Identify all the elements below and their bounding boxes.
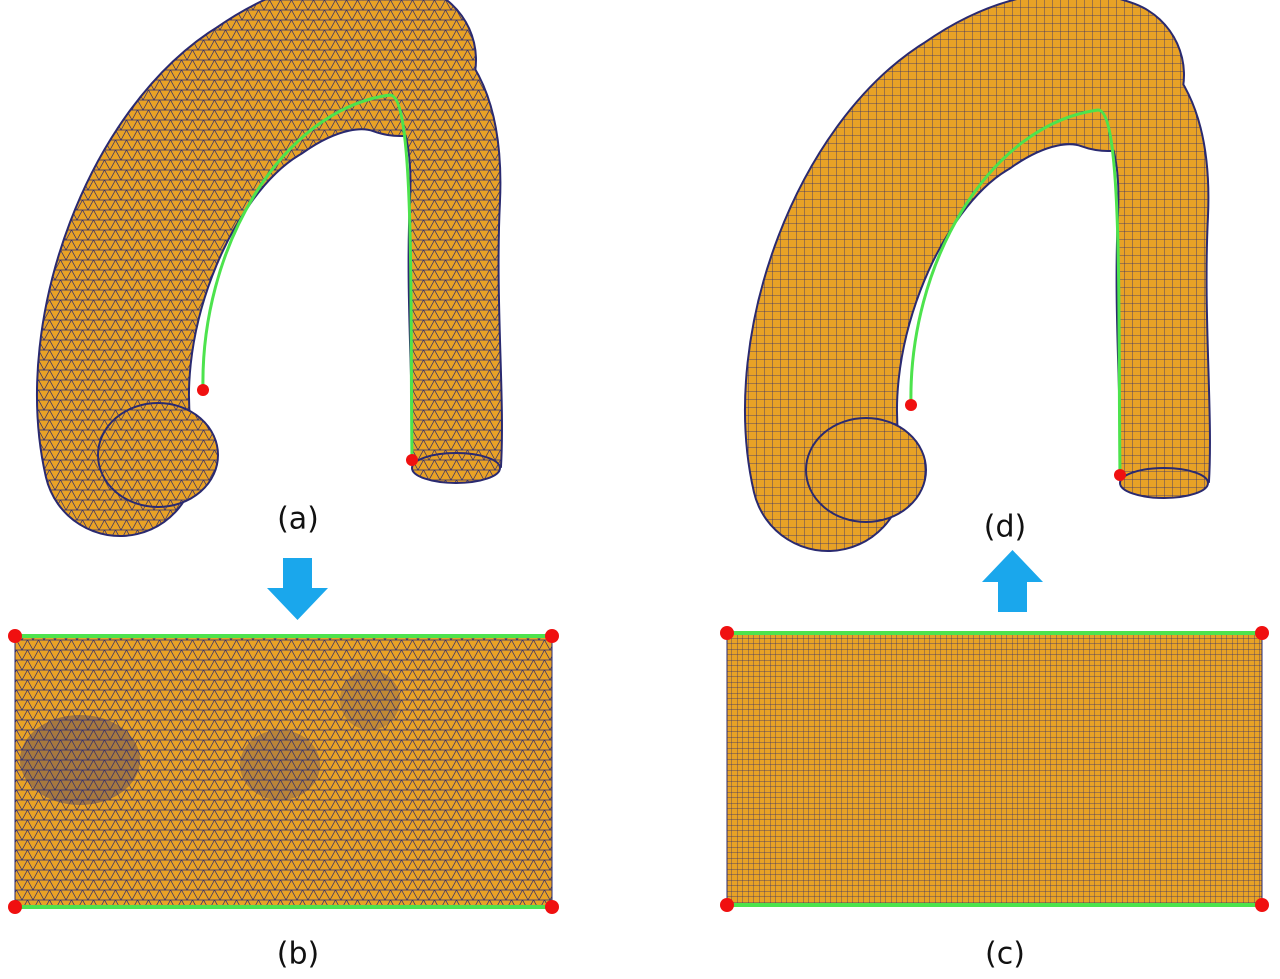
panel-label: (d) xyxy=(984,510,1026,545)
panel-label: (c) xyxy=(985,937,1025,972)
mesh-surface-a xyxy=(98,49,500,507)
arrow-down xyxy=(267,558,328,620)
figure: (a) (b) (c) (d) xyxy=(0,0,1280,979)
flat-mesh-c xyxy=(720,626,1269,912)
flat-mesh-b xyxy=(8,629,559,914)
panel-label: (a) xyxy=(277,502,319,537)
panel-label: (b) xyxy=(277,937,319,972)
arrow-up xyxy=(982,550,1043,612)
mesh-surface-d xyxy=(806,64,1208,522)
page: (a) (b) (c) (d) (() => { const data = JS… xyxy=(0,0,1280,979)
